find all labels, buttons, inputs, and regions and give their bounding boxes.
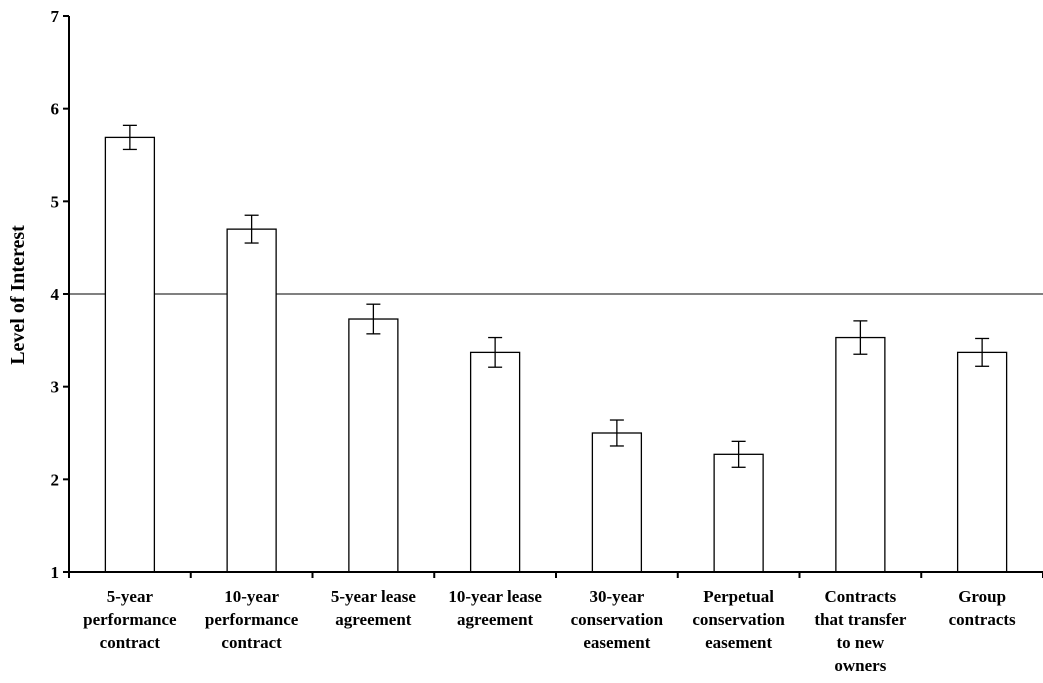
- x-category-label-line: 10-year: [224, 587, 279, 606]
- x-category-label-line: 30-year: [589, 587, 644, 606]
- y-tick-label: 7: [51, 7, 60, 26]
- x-category-label-line: to new: [837, 633, 885, 652]
- x-category-label-line: contract: [100, 633, 161, 652]
- y-axis-title-group: Level of Interest: [7, 225, 29, 365]
- bar: [591, 432, 643, 573]
- x-category-label: Contracts that transfer to new owners: [814, 587, 907, 675]
- x-category-label-line: 5-year: [107, 587, 154, 606]
- plot-area: 1 2 3 4 5 6 7 5-year performance contract 10-year p…: [51, 7, 1043, 675]
- x-category-label-line: easement: [583, 633, 650, 652]
- x-category-label-line: performance: [83, 610, 177, 629]
- bar: [713, 453, 764, 573]
- x-category-label-line: owners: [834, 656, 886, 675]
- y-tick-label: 1: [51, 563, 60, 582]
- x-category-label-line: contracts: [949, 610, 1016, 629]
- x-category-label-line: conservation: [692, 610, 785, 629]
- x-category-label-line: easement: [705, 633, 772, 652]
- x-category-label-line: Contracts: [824, 587, 896, 606]
- x-category-label: 5-year lease agreement: [331, 587, 417, 629]
- y-tick-label: 6: [51, 100, 60, 119]
- y-axis-title: Level of Interest: [7, 225, 29, 365]
- x-category-label-line: that transfer: [814, 610, 907, 629]
- bar: [104, 136, 156, 573]
- x-category-label-line: conservation: [571, 610, 664, 629]
- x-category-label: 30-year conservation easement: [571, 587, 664, 652]
- x-category-label-line: 10-year lease: [448, 587, 542, 606]
- x-category-label-line: 5-year lease: [331, 587, 417, 606]
- x-category-label-line: performance: [205, 610, 299, 629]
- x-category-label: 10-year performance contract: [205, 587, 299, 652]
- bar: [348, 318, 399, 573]
- x-category-label: 10-year lease agreement: [448, 587, 542, 629]
- y-tick-label: 5: [51, 192, 60, 211]
- bar: [956, 351, 1008, 573]
- x-category-label-line: Group: [958, 587, 1006, 606]
- x-category-label: 5-year performance contract: [83, 587, 177, 652]
- bar: [226, 228, 277, 573]
- bar: [469, 351, 521, 573]
- y-tick-label: 3: [51, 378, 60, 397]
- bar: [835, 336, 886, 573]
- x-category-label-line: Perpetual: [703, 587, 774, 606]
- x-category-label: Group contracts: [949, 587, 1016, 629]
- x-category-label: Perpetual conservation easement: [692, 587, 785, 652]
- x-category-label-line: agreement: [335, 610, 411, 629]
- y-tick-label: 4: [51, 285, 60, 304]
- x-category-label-line: agreement: [457, 610, 533, 629]
- x-category-label-line: contract: [221, 633, 282, 652]
- y-tick-label: 2: [51, 470, 60, 489]
